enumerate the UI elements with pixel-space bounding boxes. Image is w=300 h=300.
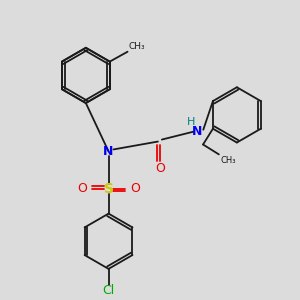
Text: O: O [130, 182, 140, 195]
Text: N: N [103, 145, 114, 158]
Text: O: O [77, 182, 87, 195]
Text: O: O [155, 162, 165, 175]
Text: H: H [187, 117, 196, 127]
Text: S: S [103, 182, 113, 196]
Text: Cl: Cl [102, 284, 115, 297]
Text: CH₃: CH₃ [221, 156, 236, 165]
Text: N: N [192, 125, 203, 138]
Text: CH₃: CH₃ [128, 42, 145, 51]
